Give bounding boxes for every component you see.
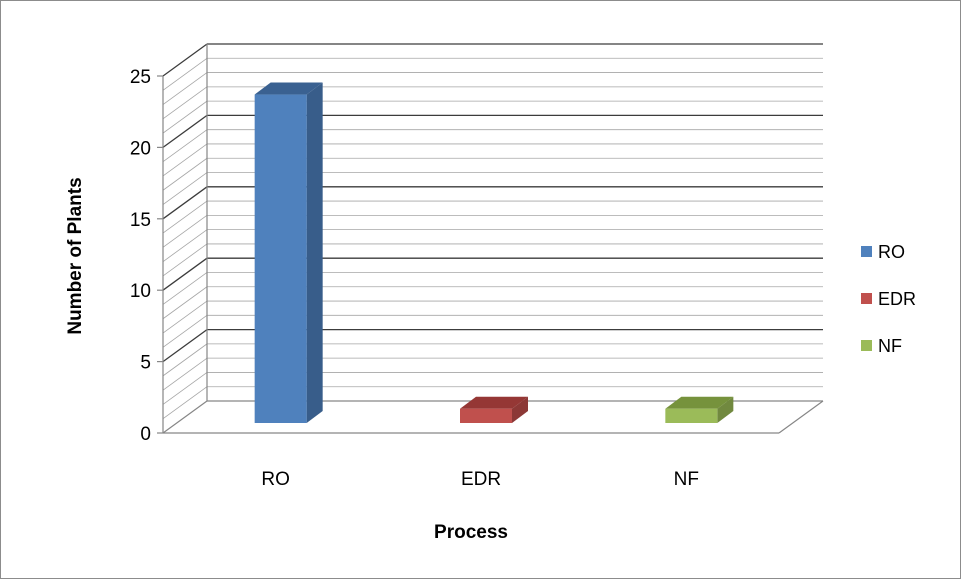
minor-gridline-side: [162, 86, 208, 120]
y-tick-label: 15: [130, 210, 151, 231]
minor-gridline-side: [162, 386, 208, 420]
y-tick-label: 0: [140, 424, 151, 445]
bar-front-face: [460, 408, 512, 423]
minor-gridline-side: [162, 343, 208, 377]
minor-gridline-side: [162, 272, 208, 305]
minor-gridline-side: [162, 200, 208, 234]
minor-gridline-side: [162, 300, 208, 334]
bar-front-face: [254, 94, 307, 423]
legend-item: NF: [861, 336, 902, 356]
minor-gridline-side: [162, 215, 208, 248]
y-tick-label: 20: [130, 138, 151, 159]
minor-gridline-side: [162, 100, 208, 134]
legend-swatch: [861, 246, 872, 257]
y-tick-label: 10: [130, 281, 151, 302]
minor-gridline-side: [162, 314, 208, 348]
bar-side-face: [512, 396, 528, 423]
major-gridline-side: [162, 43, 208, 77]
major-gridline-side: [162, 329, 208, 363]
legend-swatch: [861, 293, 872, 304]
y-tick-label: 5: [140, 353, 151, 374]
bar-ro: [254, 82, 323, 423]
bar-edr: [460, 396, 528, 423]
bar-front-face: [665, 408, 718, 423]
minor-gridline-side: [162, 129, 208, 163]
legend-swatch: [861, 340, 872, 351]
bar-side-face: [717, 396, 734, 423]
minor-gridline-side: [162, 286, 208, 320]
x-tick-label: RO: [261, 469, 290, 490]
legend-label: RO: [878, 242, 905, 262]
x-tick-label: EDR: [461, 469, 501, 490]
bar-top-face: [460, 396, 528, 409]
minor-gridline-side: [162, 372, 208, 405]
y-axis-label: Number of Plants: [65, 177, 86, 334]
minor-gridline-side: [162, 57, 208, 91]
legend-label: EDR: [878, 289, 916, 309]
minor-gridline-side: [162, 243, 208, 277]
minor-gridline-side: [162, 229, 208, 262]
minor-gridline-side: [162, 172, 208, 205]
legend: RO EDR NF: [861, 242, 916, 356]
legend-item: RO: [861, 242, 905, 262]
minor-gridline-side: [162, 357, 208, 391]
major-gridline-side: [162, 186, 208, 220]
bar-top-face: [665, 396, 734, 409]
bar-top-face: [254, 82, 323, 95]
floor-left-edge: [162, 400, 208, 434]
major-gridline-side: [162, 257, 208, 291]
x-axis-label: Process: [434, 522, 508, 543]
minor-gridline-side: [162, 157, 208, 191]
minor-gridline-side: [162, 72, 208, 105]
legend-label: NF: [878, 336, 902, 356]
floor-right-edge: [778, 400, 824, 434]
y-tick-label: 25: [130, 67, 151, 88]
legend-item: EDR: [861, 289, 916, 309]
major-gridline-side: [162, 114, 208, 148]
bar-side-face: [306, 82, 323, 423]
bar-nf: [665, 396, 734, 423]
minor-gridline-side: [162, 143, 208, 177]
x-tick-label: NF: [674, 469, 699, 490]
